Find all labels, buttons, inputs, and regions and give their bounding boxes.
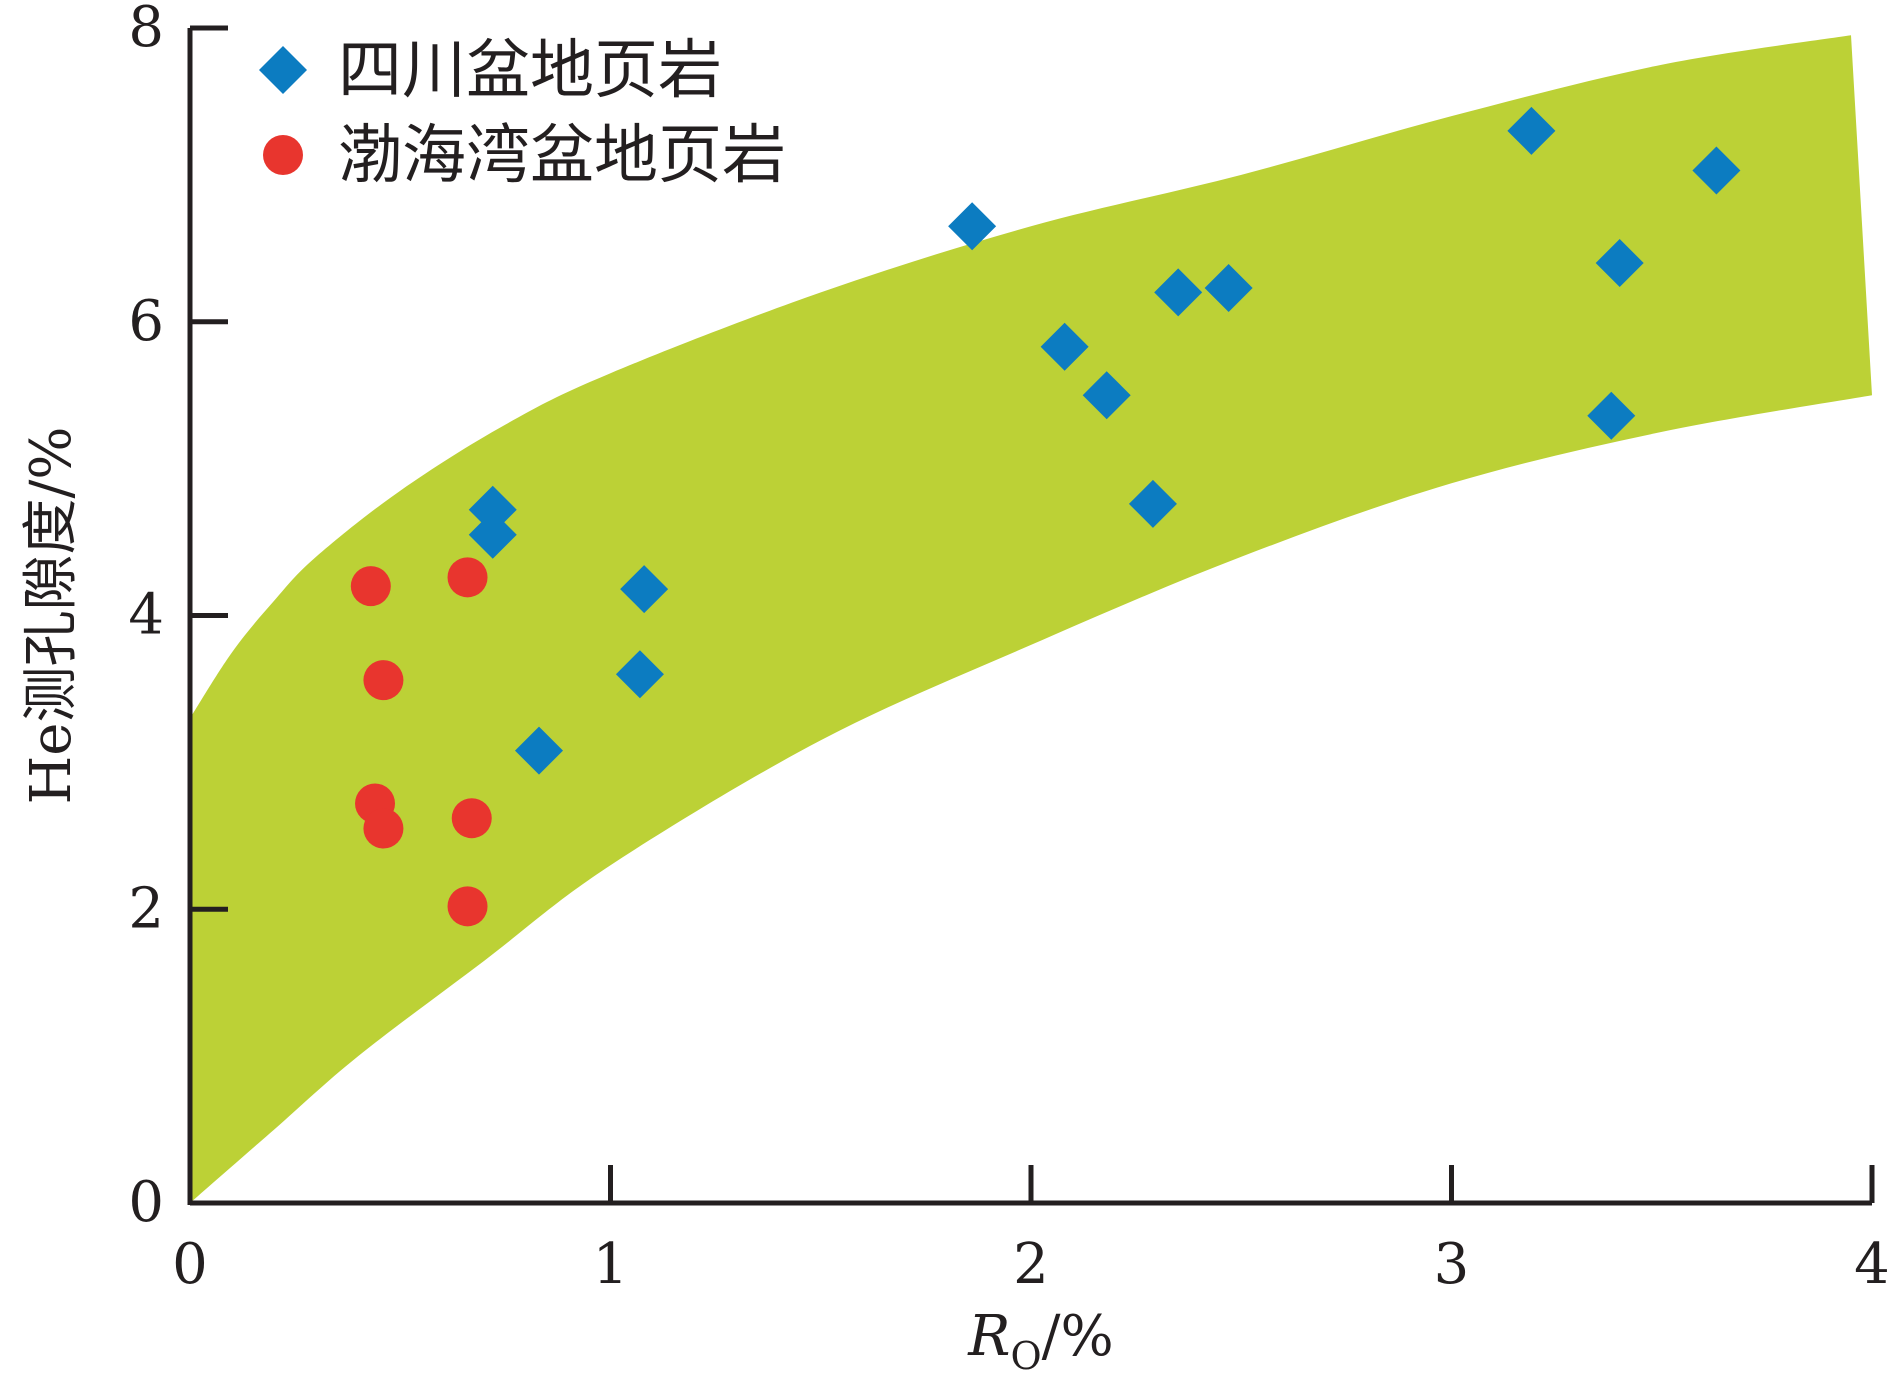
legend-marker-sichuan: [259, 46, 307, 94]
data-points: [350, 106, 1741, 927]
sichuan-data-point: [1507, 106, 1556, 155]
x-tick-label: 3: [1434, 1232, 1470, 1297]
sichuan-data-point: [1154, 268, 1203, 317]
sichuan-data-point: [1692, 146, 1741, 195]
legend-label: 渤海湾盆地页岩: [338, 119, 786, 193]
y-tick-label: 8: [128, 0, 164, 60]
sichuan-data-point: [1587, 391, 1636, 440]
x-tick-label: 0: [172, 1232, 208, 1297]
bohai-data-point: [363, 808, 404, 849]
x-axis-title-subscript: O: [1010, 1334, 1041, 1377]
x-tick-label: 1: [593, 1232, 629, 1297]
sichuan-data-point: [1082, 371, 1131, 420]
sichuan-data-point: [1595, 239, 1644, 287]
sichuan-data-point: [1204, 263, 1253, 312]
sichuan-data-point: [615, 650, 664, 699]
sichuan-data-point: [1128, 479, 1177, 528]
y-axis-title: He测孔隙度/%: [19, 426, 84, 804]
bohai-data-point: [350, 566, 391, 607]
sichuan-data-point: [948, 202, 997, 251]
legend-label: 四川盆地页岩: [338, 34, 722, 108]
y-tick-label: 6: [128, 289, 164, 354]
y-tick-label: 4: [128, 583, 164, 648]
sichuan-data-point: [1040, 322, 1089, 371]
y-tick-label: 2: [128, 876, 164, 941]
y-tick-label: 0: [128, 1170, 164, 1235]
bohai-data-point: [447, 557, 488, 598]
sichuan-data-point: [515, 726, 564, 775]
bohai-data-point: [363, 660, 404, 701]
bohai-data-point: [447, 886, 488, 927]
sichuan-data-point: [620, 565, 669, 614]
x-axis-ticks: 0 1 2 3 4: [172, 1165, 1889, 1297]
x-tick-label: 4: [1854, 1232, 1889, 1297]
y-axis-ticks: 0 2 4 6 8: [128, 0, 228, 1235]
porosity-range-band: [190, 35, 1872, 1203]
x-axis-title-main: R: [967, 1304, 1010, 1369]
sichuan-data-point: [468, 510, 517, 559]
x-tick-label: 2: [1013, 1232, 1049, 1297]
bohai-data-point: [451, 798, 492, 839]
x-axis-title: RO/%: [967, 1304, 1113, 1377]
legend-marker-bohai: [263, 135, 303, 175]
x-axis-title-unit: /%: [1042, 1304, 1114, 1369]
sichuan-data-point: [468, 485, 517, 534]
